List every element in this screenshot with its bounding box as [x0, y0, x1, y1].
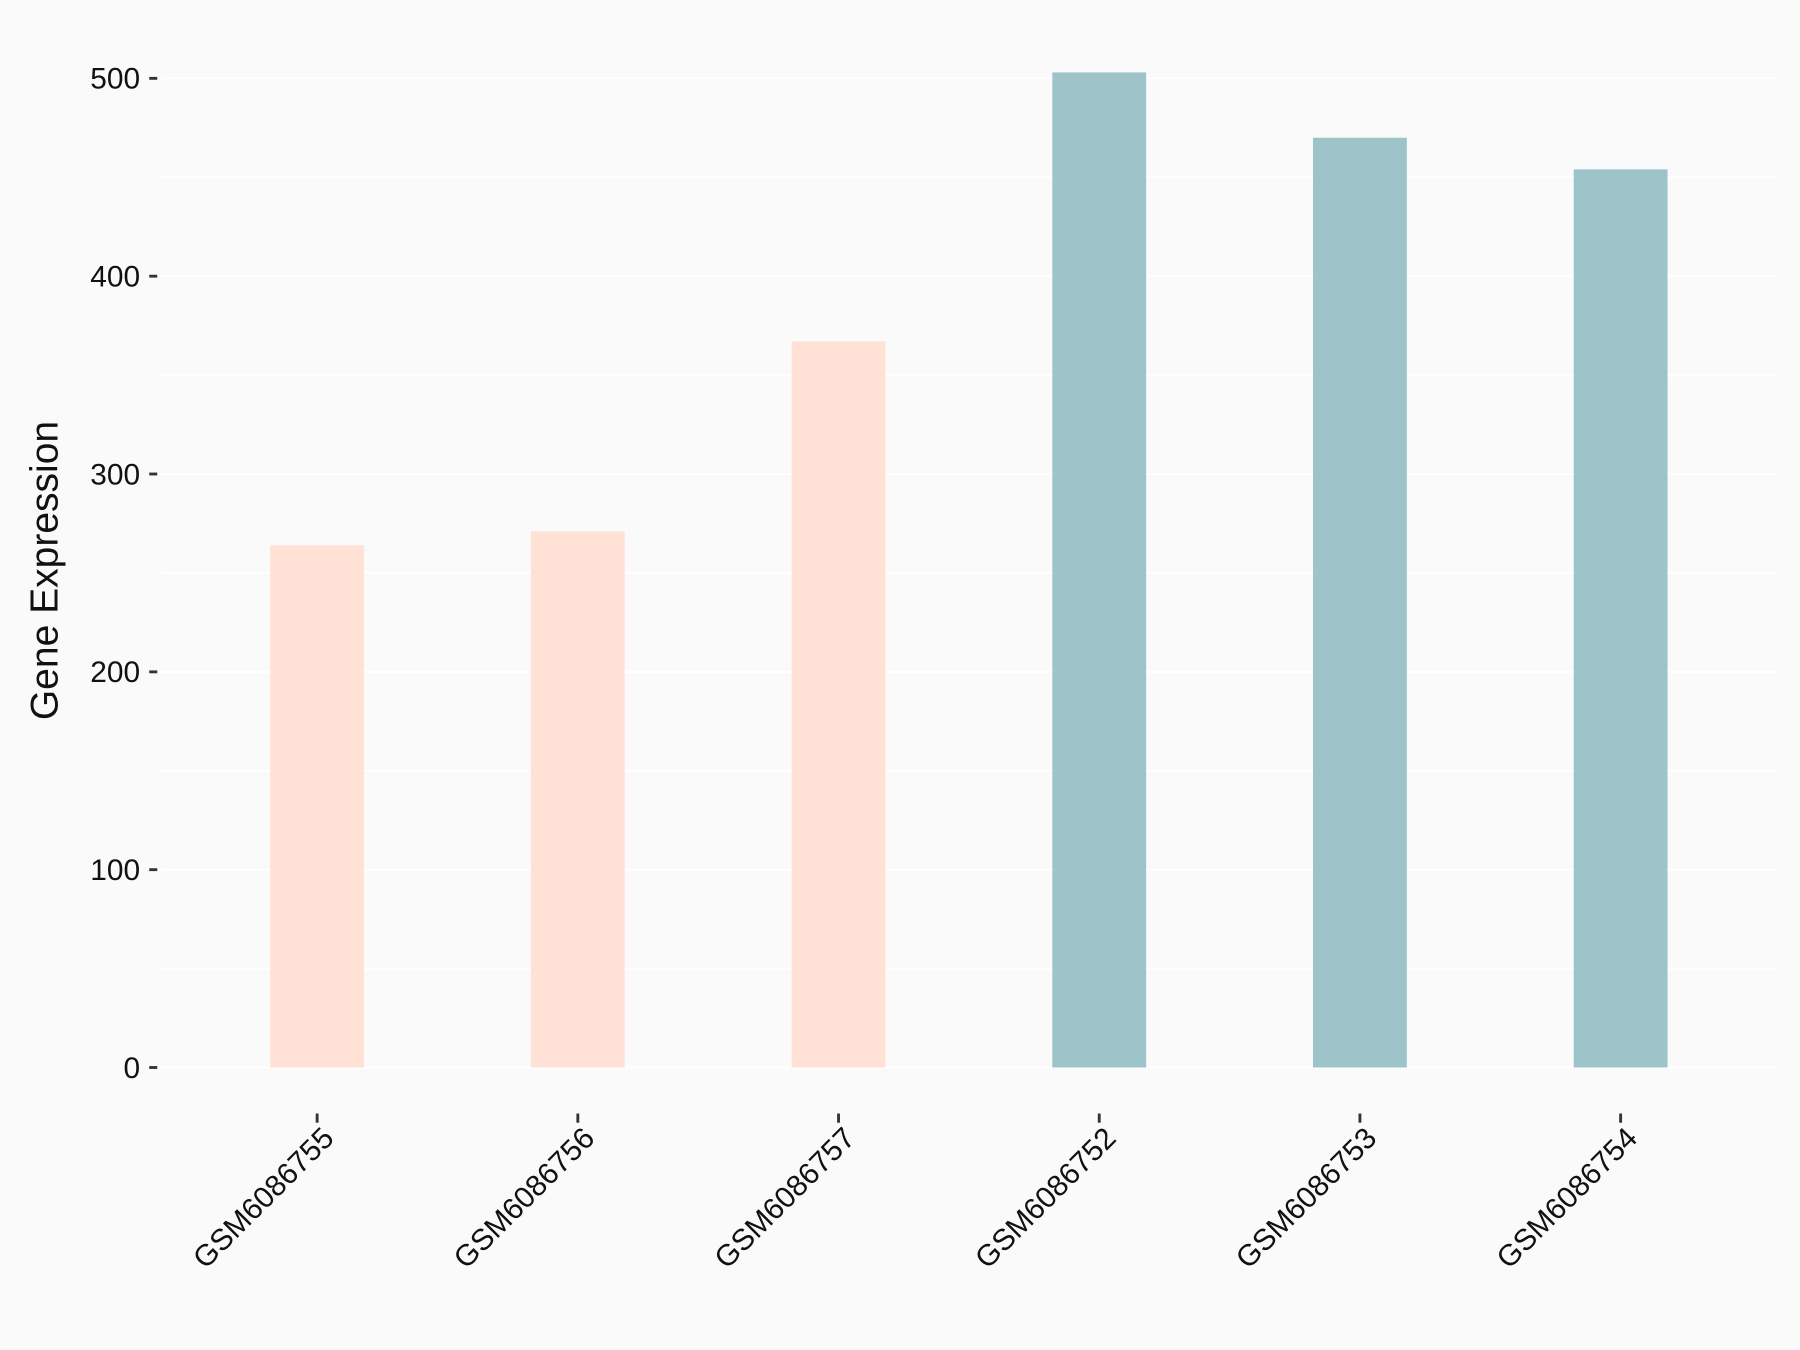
y-axis-label: Gene Expression — [23, 421, 66, 720]
bar — [270, 545, 365, 1068]
bar — [530, 531, 625, 1068]
y-tick-label: 0 — [123, 1052, 140, 1085]
bar — [1312, 137, 1407, 1068]
y-tick-label: 100 — [90, 854, 140, 887]
y-tick-label: 300 — [90, 458, 140, 491]
y-tick-label: 400 — [90, 261, 140, 294]
y-tick-label: 500 — [90, 63, 140, 96]
bar — [791, 341, 886, 1068]
bar — [1573, 169, 1668, 1068]
bar — [1052, 72, 1147, 1068]
y-tick-label: 200 — [90, 656, 140, 689]
